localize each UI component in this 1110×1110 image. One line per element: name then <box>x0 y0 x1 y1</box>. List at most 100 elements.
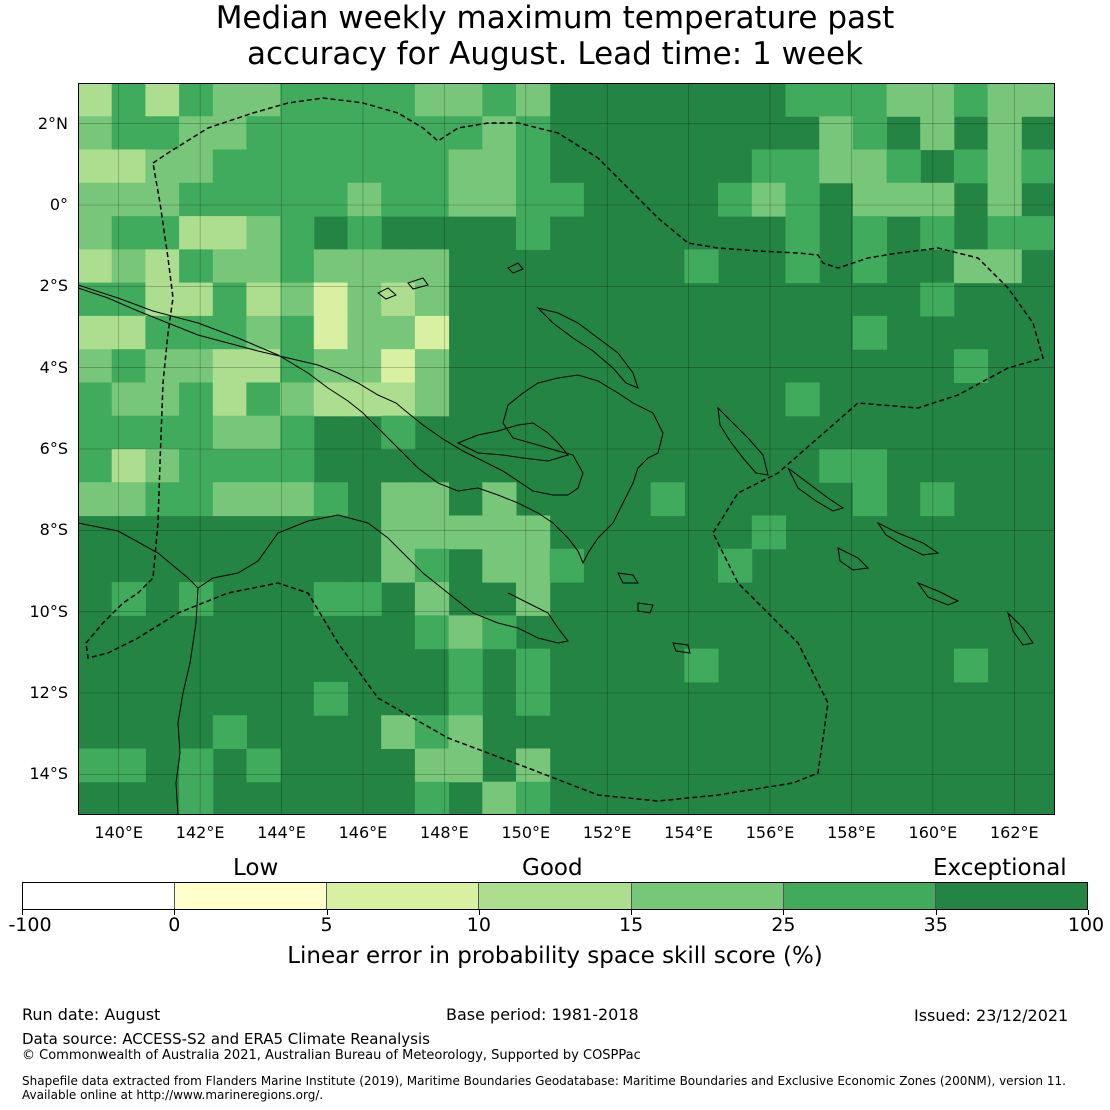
skill-cell <box>280 149 315 184</box>
skill-cell <box>111 182 146 217</box>
skill-cell <box>246 382 281 417</box>
skill-cell <box>212 282 247 317</box>
colorbar-tick-mark <box>22 910 23 915</box>
skill-cell <box>516 182 551 217</box>
skill-cell <box>448 83 483 117</box>
skill-cell <box>414 515 450 550</box>
skill-cell <box>111 449 146 483</box>
skill-cell <box>785 83 820 117</box>
skill-cell <box>179 282 214 317</box>
skill-cell <box>516 781 551 815</box>
solomon-islands-coast <box>787 467 1034 646</box>
skill-cell <box>852 83 888 117</box>
skill-cell <box>819 116 854 151</box>
skill-cell <box>280 182 315 217</box>
graticule <box>78 83 1055 815</box>
colorbar-segment <box>479 883 632 909</box>
skill-cell <box>381 515 416 550</box>
skill-cell <box>751 182 786 217</box>
skill-cell <box>179 415 214 450</box>
skill-cell <box>78 382 113 417</box>
longitude-label: 160°E <box>908 823 958 842</box>
skill-cell <box>381 116 416 151</box>
skill-cell <box>212 149 247 184</box>
base-period: Base period: 1981-2018 <box>446 1005 639 1024</box>
skill-cell <box>516 648 551 683</box>
skill-cell <box>280 449 315 483</box>
skill-cell <box>347 282 382 317</box>
skill-cell <box>482 781 517 815</box>
colorbar <box>22 882 1088 910</box>
skill-cell <box>987 216 1022 250</box>
skill-cell <box>145 116 180 151</box>
skill-cell <box>313 182 348 217</box>
skill-cell <box>819 449 854 483</box>
colorbar-segment <box>783 883 936 909</box>
skill-cell <box>414 249 450 284</box>
skill-cell <box>516 515 551 550</box>
skill-cell <box>920 282 955 317</box>
skill-cell <box>448 116 483 151</box>
skill-cell <box>953 349 989 383</box>
skill-cell <box>78 116 113 151</box>
small-islands <box>377 262 691 654</box>
skill-grid <box>78 83 1055 815</box>
skill-cell <box>313 681 348 716</box>
new-guinea-coast <box>78 284 664 565</box>
colorbar-tick-label: -100 <box>8 914 52 936</box>
skill-cell <box>313 315 348 350</box>
shapefile-credit-2: Available online at http://www.marinereg… <box>22 1088 324 1102</box>
skill-cell <box>111 216 146 250</box>
skill-cell <box>347 249 382 284</box>
skill-cell <box>246 116 281 151</box>
skill-cell <box>920 83 955 117</box>
skill-cell <box>852 249 888 284</box>
copyright: © Commonwealth of Australia 2021, Austra… <box>22 1048 641 1063</box>
skill-cell <box>145 83 180 117</box>
skill-cell <box>145 182 180 217</box>
cape-york-coast <box>175 587 199 815</box>
latitude-label: 2°S <box>39 276 68 296</box>
colorbar-tick-mark <box>783 910 785 915</box>
skill-cell <box>448 182 483 217</box>
skill-cell <box>516 149 551 184</box>
skill-cell <box>145 315 180 350</box>
skill-cell <box>313 282 348 317</box>
skill-cell <box>516 548 551 583</box>
skill-cell <box>886 83 921 117</box>
skill-cell <box>145 282 180 317</box>
skill-cell <box>920 116 955 151</box>
latitude-label: 12°S <box>29 683 68 702</box>
skill-cell <box>111 382 146 417</box>
skill-cell <box>212 315 247 350</box>
skill-cell <box>179 249 214 284</box>
longitude-label: 156°E <box>745 823 795 842</box>
longitude-label: 158°E <box>827 823 876 842</box>
skill-cell <box>381 282 416 317</box>
skill-cell <box>718 182 753 217</box>
skill-cell <box>684 648 719 683</box>
skill-cell <box>212 482 247 517</box>
title-line-1: Median weekly maximum temperature past <box>215 0 895 36</box>
map-panel <box>78 83 1055 815</box>
skill-cell <box>650 482 685 517</box>
skill-cell <box>886 149 921 184</box>
skill-cell <box>953 249 989 284</box>
skill-cell <box>280 415 315 450</box>
skill-cell <box>179 349 214 383</box>
skill-cell <box>718 548 753 583</box>
skill-cell <box>280 116 315 151</box>
skill-cell <box>246 315 281 350</box>
skill-cell <box>246 415 281 450</box>
coastlines <box>78 262 1034 815</box>
skill-cell <box>347 382 382 417</box>
skill-cell <box>347 582 382 616</box>
issued-date: Issued: 23/12/2021 <box>914 1006 1069 1025</box>
skill-cell <box>111 315 146 350</box>
skill-cell <box>145 415 180 450</box>
skill-cell <box>381 315 416 350</box>
skill-cell <box>280 216 315 250</box>
colorbar-segment <box>327 883 480 909</box>
skill-cell <box>347 349 382 383</box>
skill-cell <box>448 515 483 550</box>
